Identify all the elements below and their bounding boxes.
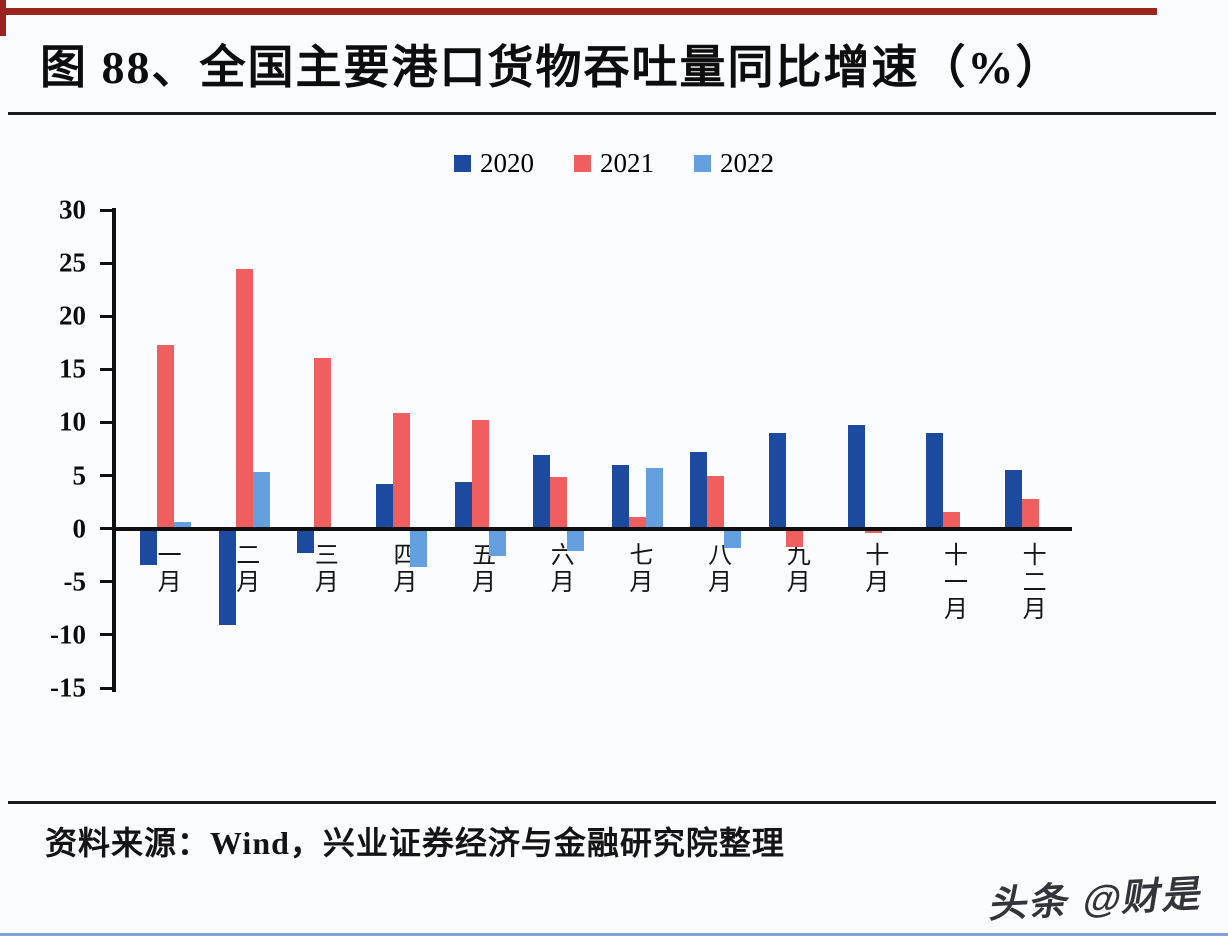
y-axis-tick xyxy=(100,420,112,424)
bar-2022-四月 xyxy=(409,528,427,567)
bar-2020-二月 xyxy=(218,528,236,626)
x-axis-label: 二月 xyxy=(231,542,258,596)
bar-2020-十月 xyxy=(847,424,865,529)
y-axis-tick xyxy=(100,580,112,584)
y-axis-tick-label: 10 xyxy=(59,406,86,437)
legend-swatch-icon xyxy=(454,155,471,172)
bar-2021-十一月 xyxy=(943,511,961,529)
chart-legend: 2020 2021 2022 xyxy=(0,148,1228,179)
y-axis-tick-label: -15 xyxy=(50,672,86,703)
bar-2022-八月 xyxy=(724,528,742,548)
legend-item-2022: 2022 xyxy=(694,148,774,179)
bar-2021-七月 xyxy=(628,516,646,529)
bar-2020-四月 xyxy=(375,484,393,529)
bar-2022-七月 xyxy=(645,468,663,529)
legend-label: 2022 xyxy=(720,148,774,178)
y-axis-tick-label: 20 xyxy=(59,300,86,331)
y-axis-tick xyxy=(100,367,112,371)
bar-2021-三月 xyxy=(314,357,332,529)
x-axis-label: 十一月 xyxy=(939,542,966,623)
bar-2021-五月 xyxy=(471,420,489,529)
legend-label: 2020 xyxy=(480,148,534,178)
bar-2021-六月 xyxy=(550,476,568,529)
x-axis-label: 十二月 xyxy=(1018,542,1045,623)
bar-2021-一月 xyxy=(157,344,174,529)
y-axis-tick xyxy=(100,633,112,637)
bar-2021-八月 xyxy=(707,475,725,529)
y-axis-tick-label: 15 xyxy=(59,353,86,384)
footer-divider xyxy=(8,801,1216,804)
bar-2020-十二月 xyxy=(1005,470,1023,529)
bar-2020-七月 xyxy=(611,464,629,529)
x-axis-label: 六月 xyxy=(546,542,573,596)
x-axis-label: 七月 xyxy=(624,542,651,596)
legend-item-2021: 2021 xyxy=(574,148,654,179)
watermark: 头条 @财是 xyxy=(987,873,1208,927)
figure-title: 图 88、全国主要港口货物吞吐量同比增速（%） xyxy=(40,42,1064,93)
x-axis-label: 一月 xyxy=(153,542,180,596)
x-axis-line xyxy=(112,526,1072,531)
bar-2021-二月 xyxy=(235,269,253,529)
left-red-border xyxy=(0,0,6,36)
y-axis-tick-label: 5 xyxy=(72,460,87,491)
bar-2020-五月 xyxy=(454,481,472,529)
bar-2020-三月 xyxy=(297,528,315,554)
y-axis-tick-label: 25 xyxy=(59,247,86,278)
bar-2022-二月 xyxy=(252,472,270,529)
y-axis-tick xyxy=(100,527,112,531)
y-axis-tick xyxy=(100,208,112,212)
y-axis-tick xyxy=(100,314,112,318)
bar-2020-六月 xyxy=(533,455,551,529)
legend-swatch-icon xyxy=(694,155,711,172)
bar-2022-五月 xyxy=(488,528,506,557)
x-axis-label: 十月 xyxy=(860,542,887,596)
y-axis-tick-label: 30 xyxy=(59,194,86,225)
y-axis-line xyxy=(112,208,116,692)
bar-2020-十一月 xyxy=(926,433,944,529)
y-axis-tick xyxy=(100,261,112,265)
legend-label: 2021 xyxy=(600,148,654,178)
top-red-border xyxy=(0,8,1157,15)
bar-2020-九月 xyxy=(769,433,787,529)
bar-2021-十月 xyxy=(864,528,882,533)
bar-2022-一月 xyxy=(174,522,191,529)
y-axis-tick xyxy=(100,686,112,690)
y-axis-tick-label: -5 xyxy=(63,566,87,597)
source-note: 资料来源：Wind，兴业证券经济与金融研究院整理 xyxy=(45,825,785,861)
y-axis-tick-label: -10 xyxy=(50,619,86,650)
legend-swatch-icon xyxy=(574,155,591,172)
y-axis-tick-label: 0 xyxy=(72,513,87,544)
bar-2022-六月 xyxy=(567,528,585,551)
y-axis-tick xyxy=(100,474,112,478)
legend-item-2020: 2020 xyxy=(454,148,534,179)
x-axis-label: 八月 xyxy=(703,542,730,596)
x-axis-label: 三月 xyxy=(310,542,337,596)
x-axis-label: 九月 xyxy=(782,542,809,596)
title-divider xyxy=(8,112,1216,115)
bar-2021-四月 xyxy=(392,412,410,529)
bottom-blue-border xyxy=(0,933,1228,936)
bar-2021-十二月 xyxy=(1022,498,1040,529)
bar-2020-八月 xyxy=(690,452,708,529)
bar-2021-九月 xyxy=(786,528,804,547)
bar-2020-一月 xyxy=(140,528,157,565)
